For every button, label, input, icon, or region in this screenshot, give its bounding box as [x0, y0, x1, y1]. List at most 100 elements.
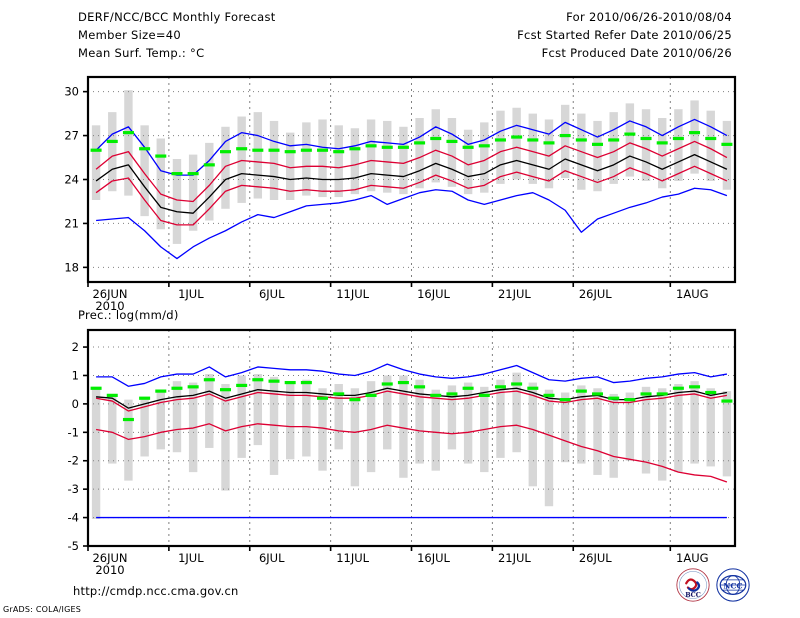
observed-mark — [462, 386, 474, 390]
observed-mark — [608, 396, 620, 400]
spread-bar — [269, 376, 279, 475]
spread-bar — [366, 119, 376, 192]
observed-mark — [559, 133, 571, 138]
observed-mark — [349, 147, 361, 151]
series-line-min — [96, 187, 728, 260]
observed-mark — [446, 139, 458, 144]
observed-mark — [397, 145, 409, 149]
spread-bar — [463, 382, 473, 464]
observed-mark — [414, 385, 426, 389]
x-tick-label: 1AUG — [676, 551, 709, 565]
observed-mark — [494, 138, 506, 142]
observed-mark — [478, 144, 490, 148]
spread-bar — [285, 382, 295, 460]
spread-bar — [544, 389, 554, 507]
spread-bar — [658, 388, 667, 481]
observed-mark — [122, 417, 134, 422]
observed-mark — [592, 392, 604, 396]
observed-mark — [656, 392, 668, 396]
spread-bar — [124, 90, 133, 196]
observed-marks — [90, 378, 733, 422]
observed-mark — [430, 136, 442, 141]
spread-bar — [124, 399, 133, 481]
spread-bar — [463, 129, 473, 195]
spread-bar — [383, 120, 392, 193]
spread-bar — [447, 118, 457, 187]
spread-bars — [91, 372, 732, 519]
observed-mark — [543, 393, 555, 397]
x-tick-label: 26JUN — [92, 551, 127, 565]
ncc-logo: NCC — [716, 568, 750, 602]
spread-bar — [641, 386, 651, 474]
spread-bar — [366, 381, 376, 473]
spread-bar — [253, 374, 263, 446]
spread-bar — [706, 110, 715, 181]
y-tick-label: 24 — [64, 173, 79, 187]
spread-bar — [334, 125, 343, 198]
observed-mark — [252, 378, 264, 382]
spread-bar — [593, 120, 602, 192]
spread-bar — [722, 391, 732, 477]
observed-mark — [268, 148, 280, 152]
observed-mark — [268, 379, 280, 383]
x-tick-label: 26JUN — [92, 287, 127, 301]
observed-mark — [317, 148, 329, 152]
spread-bar — [674, 109, 683, 181]
x-tick-sublabel: 2010 — [95, 563, 124, 577]
gridlines — [88, 330, 735, 546]
spread-bar — [156, 389, 165, 450]
observed-mark — [721, 399, 733, 403]
spread-bar — [544, 119, 554, 189]
x-tick-label: 11JUL — [336, 551, 369, 565]
y-tick-label: 1 — [72, 368, 79, 382]
spread-bar — [625, 103, 635, 177]
x-tick-label: 16JUL — [417, 287, 450, 301]
observed-mark — [705, 136, 717, 141]
series-line-median — [95, 153, 728, 214]
observed-mark — [187, 385, 199, 389]
observed-mark — [155, 389, 167, 393]
gridlines — [88, 77, 735, 282]
observed-marks — [90, 131, 733, 176]
spread-bar — [237, 116, 246, 203]
forecast-started-label: Fcst Started Refer Date 2010/06/25 — [517, 28, 732, 42]
svg-text:BCC: BCC — [685, 591, 701, 599]
observed-mark — [317, 396, 329, 400]
observed-mark — [90, 386, 102, 390]
forecast-produced-label: Fcst Produced Date 2010/06/26 — [541, 46, 732, 60]
spread-bar — [285, 132, 295, 200]
observed-mark — [592, 142, 604, 146]
observed-mark — [171, 386, 183, 390]
observed-mark — [527, 138, 539, 142]
observed-mark — [333, 392, 345, 396]
spread-bar — [690, 381, 699, 464]
spread-bar — [302, 379, 311, 457]
y-tick-label: 27 — [64, 129, 79, 143]
observed-mark — [365, 393, 377, 397]
spread-bar — [690, 100, 699, 174]
observed-mark — [543, 141, 555, 145]
spread-bar — [318, 119, 327, 198]
observed-mark — [139, 396, 151, 400]
x-tick-label: 16JUL — [417, 551, 450, 565]
y-tick-label: -4 — [68, 511, 79, 525]
observed-mark — [106, 139, 118, 144]
spread-bar — [91, 386, 101, 519]
y-tick-label: -2 — [68, 454, 79, 468]
observed-mark — [494, 385, 506, 389]
precip-panel-label: Prec.: log(mm/d) — [78, 308, 179, 322]
spread-bar — [593, 388, 602, 475]
spread-bar — [334, 384, 343, 450]
observed-mark — [203, 163, 215, 167]
spread-bar — [399, 375, 408, 478]
observed-mark — [462, 145, 474, 149]
observed-mark — [252, 148, 264, 152]
footer-url[interactable]: http://cmdp.ncc.cma.gov.cn — [73, 584, 239, 598]
y-tick-label: -5 — [68, 539, 79, 553]
observed-mark — [106, 393, 118, 397]
observed-mark — [624, 132, 636, 136]
